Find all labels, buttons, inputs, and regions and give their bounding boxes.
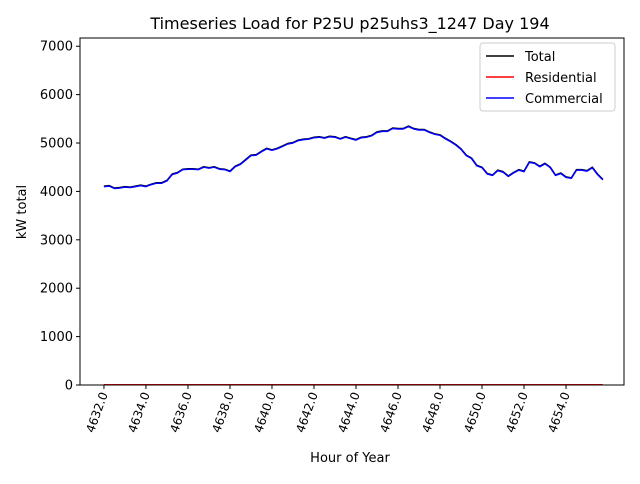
y-tick-label: 1000 — [40, 330, 73, 345]
x-tick-label: 4650.0 — [461, 390, 489, 434]
legend-label-total: Total — [524, 50, 555, 65]
x-tick-label: 4646.0 — [377, 390, 405, 434]
x-tick-label: 4636.0 — [167, 390, 195, 434]
y-tick-label: 2000 — [40, 282, 73, 297]
legend-label-residential: Residential — [525, 71, 597, 86]
x-axis-ticks: 4632.0 4634.0 4636.0 4638.0 4640.0 4642.0 4644… — [83, 385, 573, 434]
legend-label-commercial: Commercial — [525, 92, 603, 107]
y-tick-label: 0 — [65, 379, 73, 394]
x-tick-label: 4634.0 — [125, 390, 153, 434]
y-tick-label: 7000 — [40, 40, 73, 55]
x-tick-label: 4652.0 — [503, 390, 531, 434]
x-tick-label: 4640.0 — [251, 390, 279, 434]
x-tick-label: 4644.0 — [335, 390, 363, 434]
x-tick-label: 4638.0 — [209, 390, 237, 434]
y-axis-ticks: 0 1000 2000 3000 4000 5000 6000 7000 — [40, 40, 80, 394]
y-tick-label: 6000 — [40, 88, 73, 103]
x-tick-label: 4632.0 — [83, 390, 111, 434]
y-axis-label: kW total — [15, 185, 30, 239]
chart-title: Timeseries Load for P25U p25uhs3_1247 Da… — [149, 14, 549, 34]
x-axis-label: Hour of Year — [310, 451, 390, 466]
legend: Total Residential Commercial — [479, 42, 616, 112]
series-line-commercial — [103, 125, 604, 190]
x-tick-label: 4654.0 — [545, 390, 573, 434]
legend-box — [479, 42, 616, 112]
series-line-total — [103, 125, 604, 189]
series-layer — [103, 125, 604, 386]
y-tick-label: 4000 — [40, 185, 73, 200]
x-tick-label: 4642.0 — [293, 390, 321, 434]
x-tick-label: 4648.0 — [419, 390, 447, 434]
y-tick-label: 5000 — [40, 137, 73, 152]
y-tick-label: 3000 — [40, 233, 73, 248]
plot-frame — [79, 37, 625, 386]
